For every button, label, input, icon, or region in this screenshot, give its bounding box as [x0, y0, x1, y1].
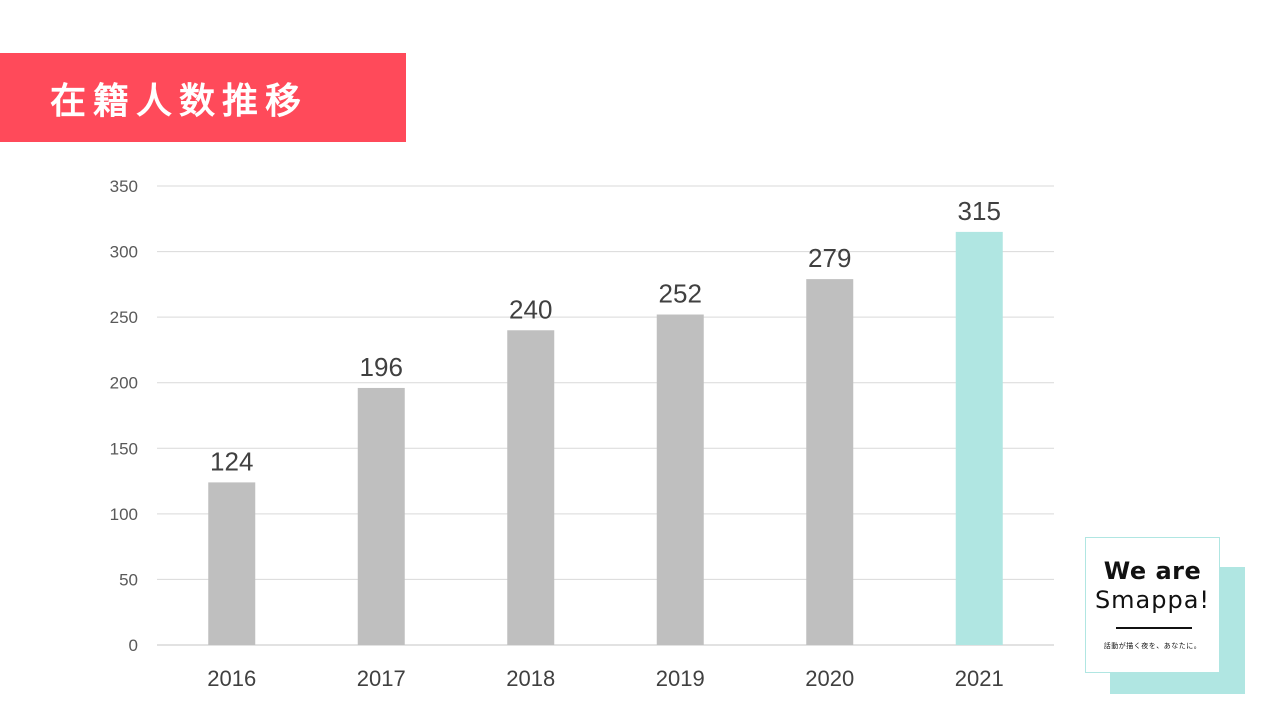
logo-tagline: 話動が描く夜を、あなたに。: [1103, 642, 1202, 650]
x-tick-label-2018: 2018: [506, 666, 555, 691]
bar-2019: [656, 314, 704, 645]
y-tick-label: 100: [110, 505, 138, 524]
chart-gridlines: [157, 185, 1054, 646]
chart-bars: [208, 231, 1003, 645]
y-tick-label: 50: [119, 570, 138, 589]
bar-2020: [806, 279, 854, 645]
logo-divider: [1116, 627, 1192, 629]
y-tick-label: 0: [129, 636, 138, 655]
y-tick-label: 250: [110, 308, 138, 327]
y-tick-label: 350: [110, 177, 138, 196]
y-tick-label: 200: [110, 374, 138, 393]
data-label-2017: 196: [360, 352, 403, 382]
data-label-2020: 279: [808, 243, 851, 273]
data-label-2021: 315: [958, 196, 1001, 226]
page-title: 在籍人数推移: [50, 80, 309, 122]
x-tick-label-2016: 2016: [207, 666, 256, 691]
logo: We are Smappa! 話動が描く夜を、あなたに。: [1085, 537, 1220, 673]
y-axis-tick-labels: 0 50 100 150 200 250 300 350: [110, 177, 138, 655]
x-tick-label-2020: 2020: [805, 666, 854, 691]
x-axis-tick-labels: 2016 2017 2018 2019 2020 2021: [207, 666, 1003, 691]
bar-2018: [507, 330, 555, 645]
bar-2021: [955, 231, 1003, 645]
y-tick-label: 150: [110, 439, 138, 458]
title-banner: 在籍人数推移: [0, 53, 406, 142]
logo-text-we-are: We are: [1103, 557, 1202, 585]
data-label-2018: 240: [509, 294, 552, 324]
chart-data-labels: 124 196 240 252 279 315: [210, 196, 1001, 476]
x-tick-label-2017: 2017: [357, 666, 406, 691]
bar-2016: [208, 482, 256, 645]
data-label-2019: 252: [659, 279, 702, 309]
x-tick-label-2021: 2021: [955, 666, 1004, 691]
y-tick-label: 300: [110, 243, 138, 262]
logo-text-smappa: Smappa!: [1094, 586, 1211, 614]
data-label-2016: 124: [210, 446, 253, 476]
x-tick-label-2019: 2019: [656, 666, 705, 691]
bar-2017: [357, 387, 405, 645]
